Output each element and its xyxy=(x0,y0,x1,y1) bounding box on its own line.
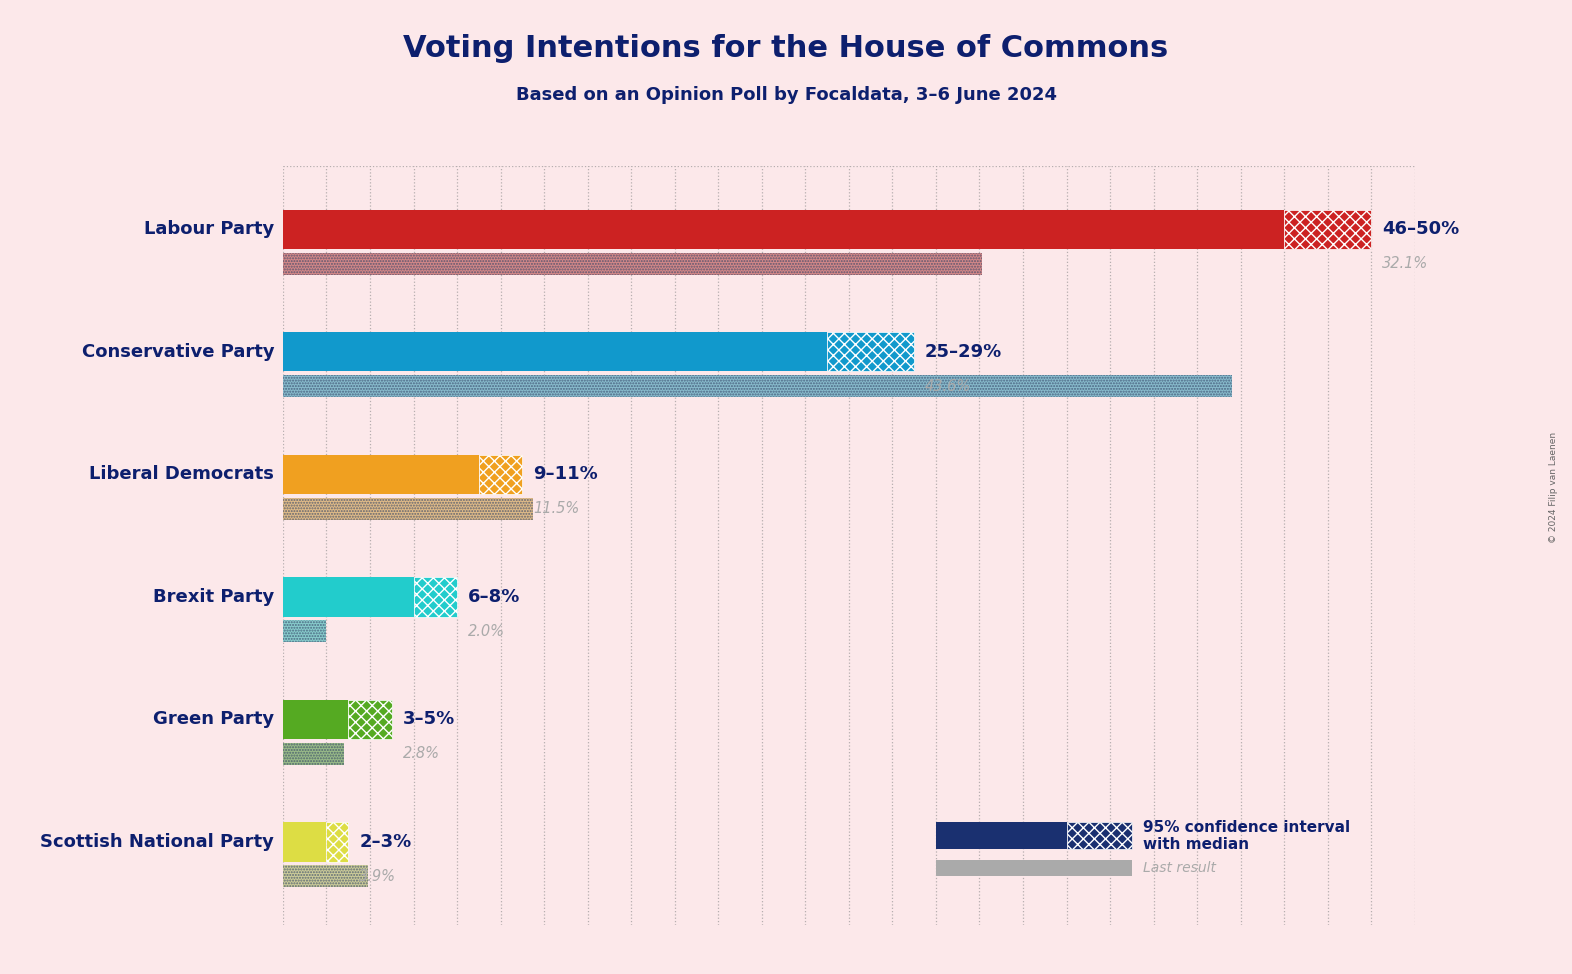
Text: 3–5%: 3–5% xyxy=(402,710,454,729)
Text: Labour Party: Labour Party xyxy=(145,220,274,239)
Text: 2.0%: 2.0% xyxy=(468,623,505,639)
Text: Liberal Democrats: Liberal Democrats xyxy=(90,466,274,483)
Bar xyxy=(283,252,981,275)
Bar xyxy=(283,865,368,887)
Bar xyxy=(283,743,344,765)
Bar xyxy=(283,620,327,642)
Text: 6–8%: 6–8% xyxy=(468,588,520,606)
Text: Voting Intentions for the House of Commons: Voting Intentions for the House of Commo… xyxy=(404,34,1168,63)
Text: 32.1%: 32.1% xyxy=(1382,256,1429,271)
Text: © 2024 Filip van Laenen: © 2024 Filip van Laenen xyxy=(1548,431,1558,543)
Text: Brexit Party: Brexit Party xyxy=(152,588,274,606)
Text: Green Party: Green Party xyxy=(152,710,274,729)
Bar xyxy=(283,375,1232,397)
Text: 43.6%: 43.6% xyxy=(924,379,971,393)
Bar xyxy=(283,743,344,765)
Text: 3.9%: 3.9% xyxy=(358,869,396,883)
Text: 25–29%: 25–29% xyxy=(924,343,1003,360)
Bar xyxy=(283,822,327,862)
Bar xyxy=(327,822,349,862)
Bar xyxy=(283,455,479,494)
Bar xyxy=(827,332,915,371)
Text: 46–50%: 46–50% xyxy=(1382,220,1459,239)
Text: 95% confidence interval
with median: 95% confidence interval with median xyxy=(1143,820,1350,852)
Text: Last result: Last result xyxy=(1143,861,1215,875)
Bar xyxy=(1066,822,1132,849)
Bar xyxy=(283,375,1232,397)
Text: Scottish National Party: Scottish National Party xyxy=(41,833,274,851)
Bar xyxy=(935,822,1066,849)
Bar xyxy=(283,865,368,887)
Bar xyxy=(283,498,533,520)
Text: 9–11%: 9–11% xyxy=(533,466,597,483)
Bar xyxy=(283,332,827,371)
Bar xyxy=(413,578,457,617)
Bar xyxy=(283,578,413,617)
Text: Conservative Party: Conservative Party xyxy=(82,343,274,360)
Text: 2–3%: 2–3% xyxy=(358,833,412,851)
Bar xyxy=(283,252,981,275)
Bar xyxy=(283,700,349,739)
Bar xyxy=(1284,209,1371,249)
Bar xyxy=(479,455,522,494)
Text: 11.5%: 11.5% xyxy=(533,502,580,516)
Bar xyxy=(283,620,327,642)
Text: Based on an Opinion Poll by Focaldata, 3–6 June 2024: Based on an Opinion Poll by Focaldata, 3… xyxy=(516,86,1056,103)
Bar xyxy=(349,700,391,739)
Bar xyxy=(283,498,533,520)
Bar xyxy=(935,860,1132,876)
Bar xyxy=(283,209,1284,249)
Text: 2.8%: 2.8% xyxy=(402,746,440,762)
